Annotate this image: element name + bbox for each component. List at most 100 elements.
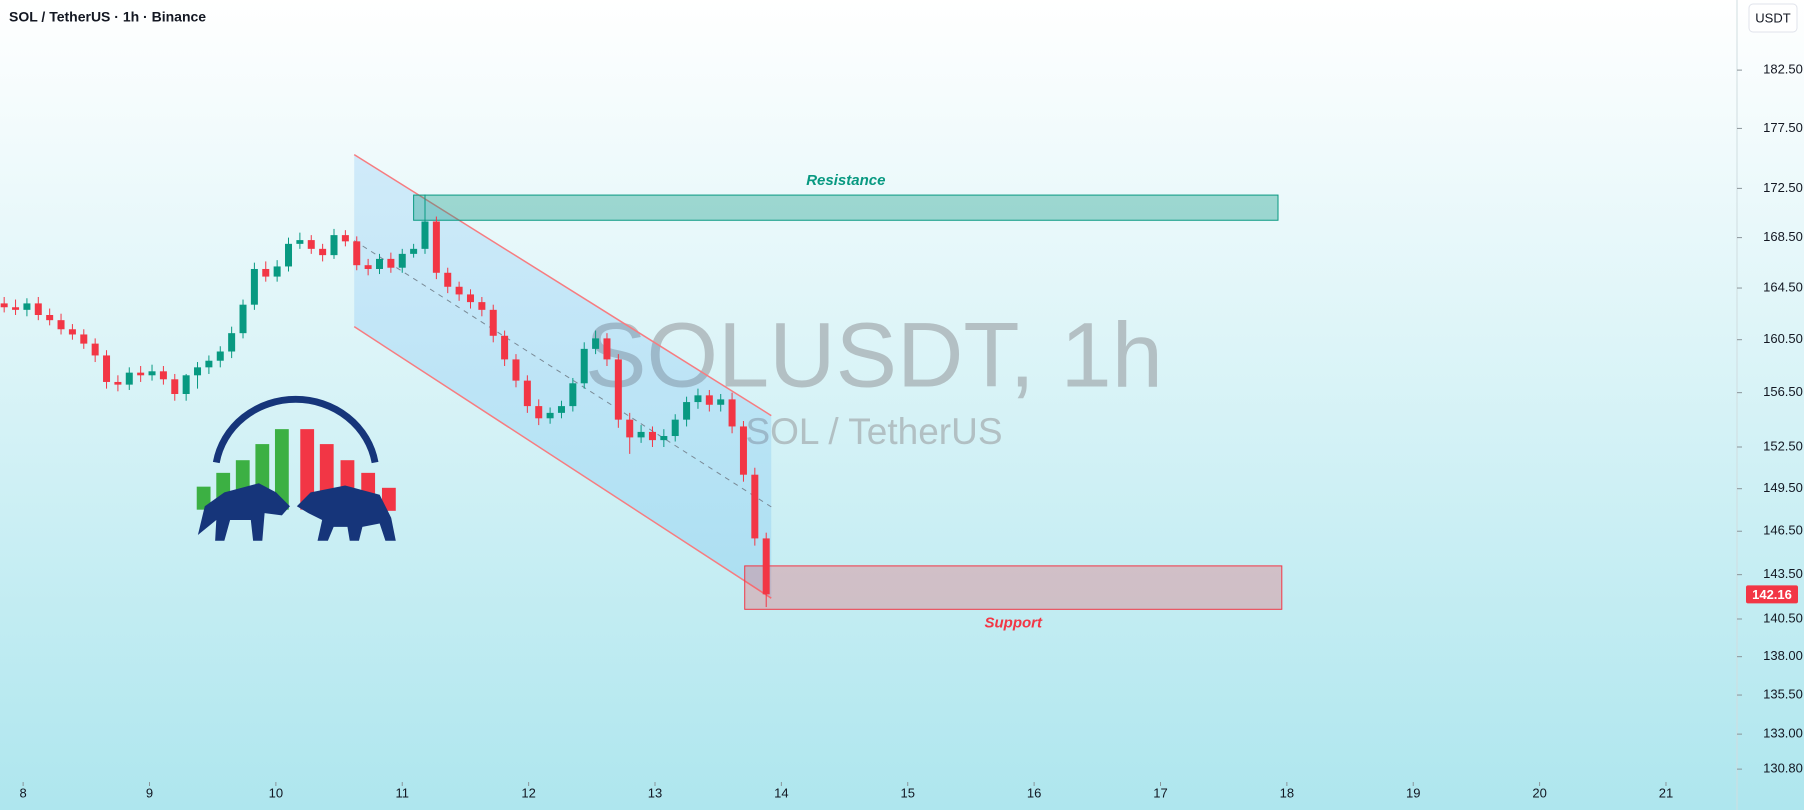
candle-body [250,268,258,305]
candle-body [614,359,622,420]
candle-body [432,221,440,273]
candle-body [205,360,213,368]
candle-body [762,538,770,595]
y-tick-label: 149.50 [1763,480,1803,495]
candle-body [580,348,588,384]
candle-body [478,302,486,310]
candle-body [751,474,759,539]
y-tick-label: 152.50 [1763,438,1803,453]
candle-body [694,395,702,403]
last-price-label: 142.16 [1752,587,1792,602]
candle-body [535,406,543,419]
candle-body [387,258,395,268]
candle-body [91,343,99,356]
y-tick-label: 168.50 [1763,229,1803,244]
channel-midline [353,240,772,508]
chart-title: SOL / TetherUS · 1h · Binance [9,9,206,25]
channel-fill [354,154,772,599]
y-tick-label: 130.80 [1763,761,1803,776]
candle-body [57,320,65,330]
candle-body [0,303,8,308]
candle-body [660,436,668,441]
candle-body [523,380,531,407]
candle-body [569,383,577,407]
candle-body [603,338,611,360]
candle-body [455,286,463,295]
candle-body [12,307,20,310]
last-price-tag [1746,585,1798,604]
candle-body [683,402,691,420]
candle-body [671,419,679,437]
candle-body [739,426,747,475]
candle-body [319,248,327,256]
candle-body [46,314,54,321]
channel-upper-line [353,153,772,417]
candle-body [285,243,293,267]
candle-body [557,406,565,413]
candle-body [421,221,429,249]
candle-body [398,253,406,268]
candle-body [592,338,600,349]
zone-label: Support [985,614,1043,631]
x-tick-label: 17 [1153,785,1167,800]
candle-body [546,412,554,419]
zone-label: Resistance [806,172,885,189]
y-tick-label: 140.50 [1763,610,1803,625]
candle-body [273,266,281,277]
candle-body [637,431,645,438]
candle-body [444,272,452,287]
watermark: SOLUSDT, 1h [585,304,1163,406]
x-tick-label: 9 [146,785,153,800]
x-tick-label: 21 [1659,785,1673,800]
candle-body [705,395,713,405]
candle-body [262,268,270,277]
candle-body [717,399,725,405]
candle-body [171,379,179,395]
candle-body [34,303,42,315]
candle-body [103,355,111,382]
candle-body [228,333,236,352]
y-tick-label: 156.50 [1763,384,1803,399]
candle-body [159,371,167,380]
candle-body [728,399,736,427]
x-tick-label: 12 [521,785,535,800]
y-tick-label: 135.50 [1763,686,1803,701]
x-tick-label: 20 [1532,785,1546,800]
watermark-subtitle: SOL / TetherUS [745,411,1002,452]
candle-body [80,334,88,344]
x-tick-label: 16 [1027,785,1041,800]
channel-lower-line [353,326,772,599]
candle-body [330,235,338,256]
candle-body [341,235,349,242]
y-tick-label: 160.50 [1763,331,1803,346]
x-tick-label: 8 [20,785,27,800]
candle-body [501,335,509,360]
currency-label: USDT [1755,10,1790,25]
candle-body [375,258,383,269]
y-tick-label: 182.50 [1763,62,1803,77]
candle-body [239,304,247,334]
candle-body [353,241,361,266]
candle-body [364,265,372,269]
candle-body [194,367,202,376]
candle-body [648,431,656,441]
zone-box [413,194,1279,221]
x-tick-label: 14 [774,785,788,800]
candle-body [307,240,315,249]
candle-body [68,329,76,335]
candle-body [125,372,133,385]
y-tick-label: 172.50 [1763,180,1803,195]
logo [196,395,396,541]
x-tick-label: 18 [1280,785,1294,800]
y-tick-label: 143.50 [1763,566,1803,581]
candle-body [466,294,474,303]
currency-box[interactable] [1748,3,1798,33]
zone-box [744,565,1283,610]
candle-body [114,381,122,385]
candle-body [182,375,190,395]
x-tick-label: 10 [269,785,283,800]
x-tick-label: 13 [648,785,662,800]
